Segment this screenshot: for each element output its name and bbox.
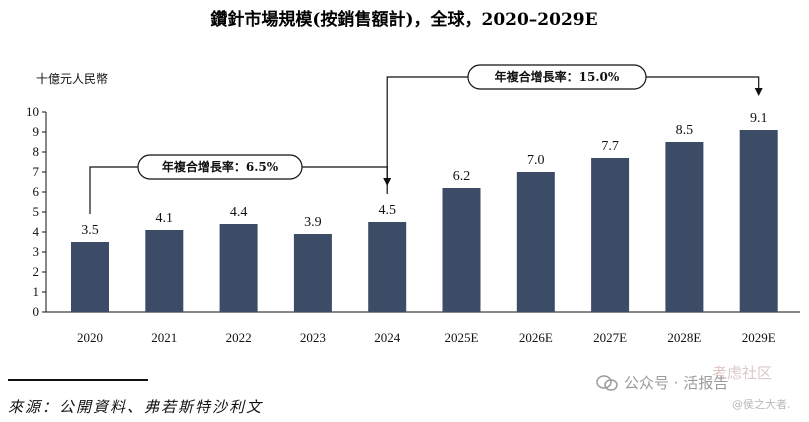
y-tick-label: 9: [33, 124, 40, 139]
value-label-2020: 3.5: [81, 223, 99, 238]
y-tick-label: 10: [26, 104, 39, 119]
y-tick-label: 6: [33, 184, 40, 199]
bar-2028E: [665, 142, 704, 312]
bar-2026E: [516, 172, 555, 312]
chart-title: 鑽針市場規模(按銷售額計)，全球，2020–2029E: [210, 9, 597, 30]
y-axis-label: 十億元人民幣: [36, 72, 108, 86]
value-label-2025E: 6.2: [453, 169, 471, 184]
value-label-2029E: 9.1: [750, 111, 768, 126]
watermark-small: @侯之大者.: [732, 398, 791, 411]
y-tick-label: 4: [33, 224, 40, 239]
watermark-overlay: 考虑社区: [712, 364, 773, 382]
value-label-2028E: 8.5: [676, 123, 694, 138]
source-divider: [8, 379, 148, 381]
bar-2020: [71, 242, 109, 312]
y-tick-label: 8: [33, 144, 40, 159]
y-tick-label: 2: [33, 264, 40, 279]
watermark-account: 公众号 · 活报告: [596, 372, 728, 393]
cagr-annotation-2024-2029: 年複合增長率：15.0%: [386, 64, 763, 194]
bar-2022: [219, 224, 258, 312]
value-label-2027E: 7.7: [601, 139, 619, 154]
cagr-annotation-2024-2029-pill: [467, 64, 647, 90]
value-label-2026E: 7.0: [527, 153, 545, 168]
category-label-2027E: 2027E: [593, 330, 627, 345]
source-note: 來源：公開資料、弗若斯特沙利文: [8, 398, 264, 416]
bar-2025E: [442, 188, 481, 312]
y-tick-label: 3: [33, 244, 40, 259]
category-label-2029E: 2029E: [742, 330, 776, 345]
y-tick-label: 0: [33, 304, 40, 319]
category-label-2022: 2022: [226, 330, 252, 345]
bar-2021: [145, 230, 184, 312]
cagr-annotation-2024-2029-text: 年複合增長率：15.0%: [495, 69, 620, 84]
bar-2027E: [591, 158, 630, 312]
category-label-2020: 2020: [77, 330, 103, 345]
cagr-annotation-2020-2024-pill: [137, 154, 303, 180]
value-label-2024: 4.5: [378, 203, 396, 218]
category-label-2021: 2021: [151, 330, 177, 345]
category-label-2024: 2024: [374, 330, 401, 345]
y-tick-label: 5: [33, 204, 40, 219]
y-tick-label: 1: [33, 284, 40, 299]
category-label-2026E: 2026E: [519, 330, 553, 345]
bar-2024: [368, 222, 407, 312]
value-label-2023: 3.9: [304, 215, 322, 230]
category-label-2028E: 2028E: [667, 330, 701, 345]
category-label-2025E: 2025E: [445, 330, 479, 345]
cagr-annotation-2020-2024-text: 年複合增長率：6.5%: [162, 159, 279, 174]
y-tick-label: 7: [33, 164, 40, 179]
value-label-2022: 4.4: [230, 205, 248, 220]
bar-2023: [293, 234, 332, 312]
bar-2029E: [739, 130, 778, 312]
watermark-account-text: 公众号 · 活报告: [624, 374, 729, 392]
cagr-annotation-2024-2029-arrow: [754, 88, 763, 96]
wechat-icon: [596, 374, 618, 391]
value-label-2021: 4.1: [156, 211, 174, 226]
category-label-2023: 2023: [300, 330, 326, 345]
